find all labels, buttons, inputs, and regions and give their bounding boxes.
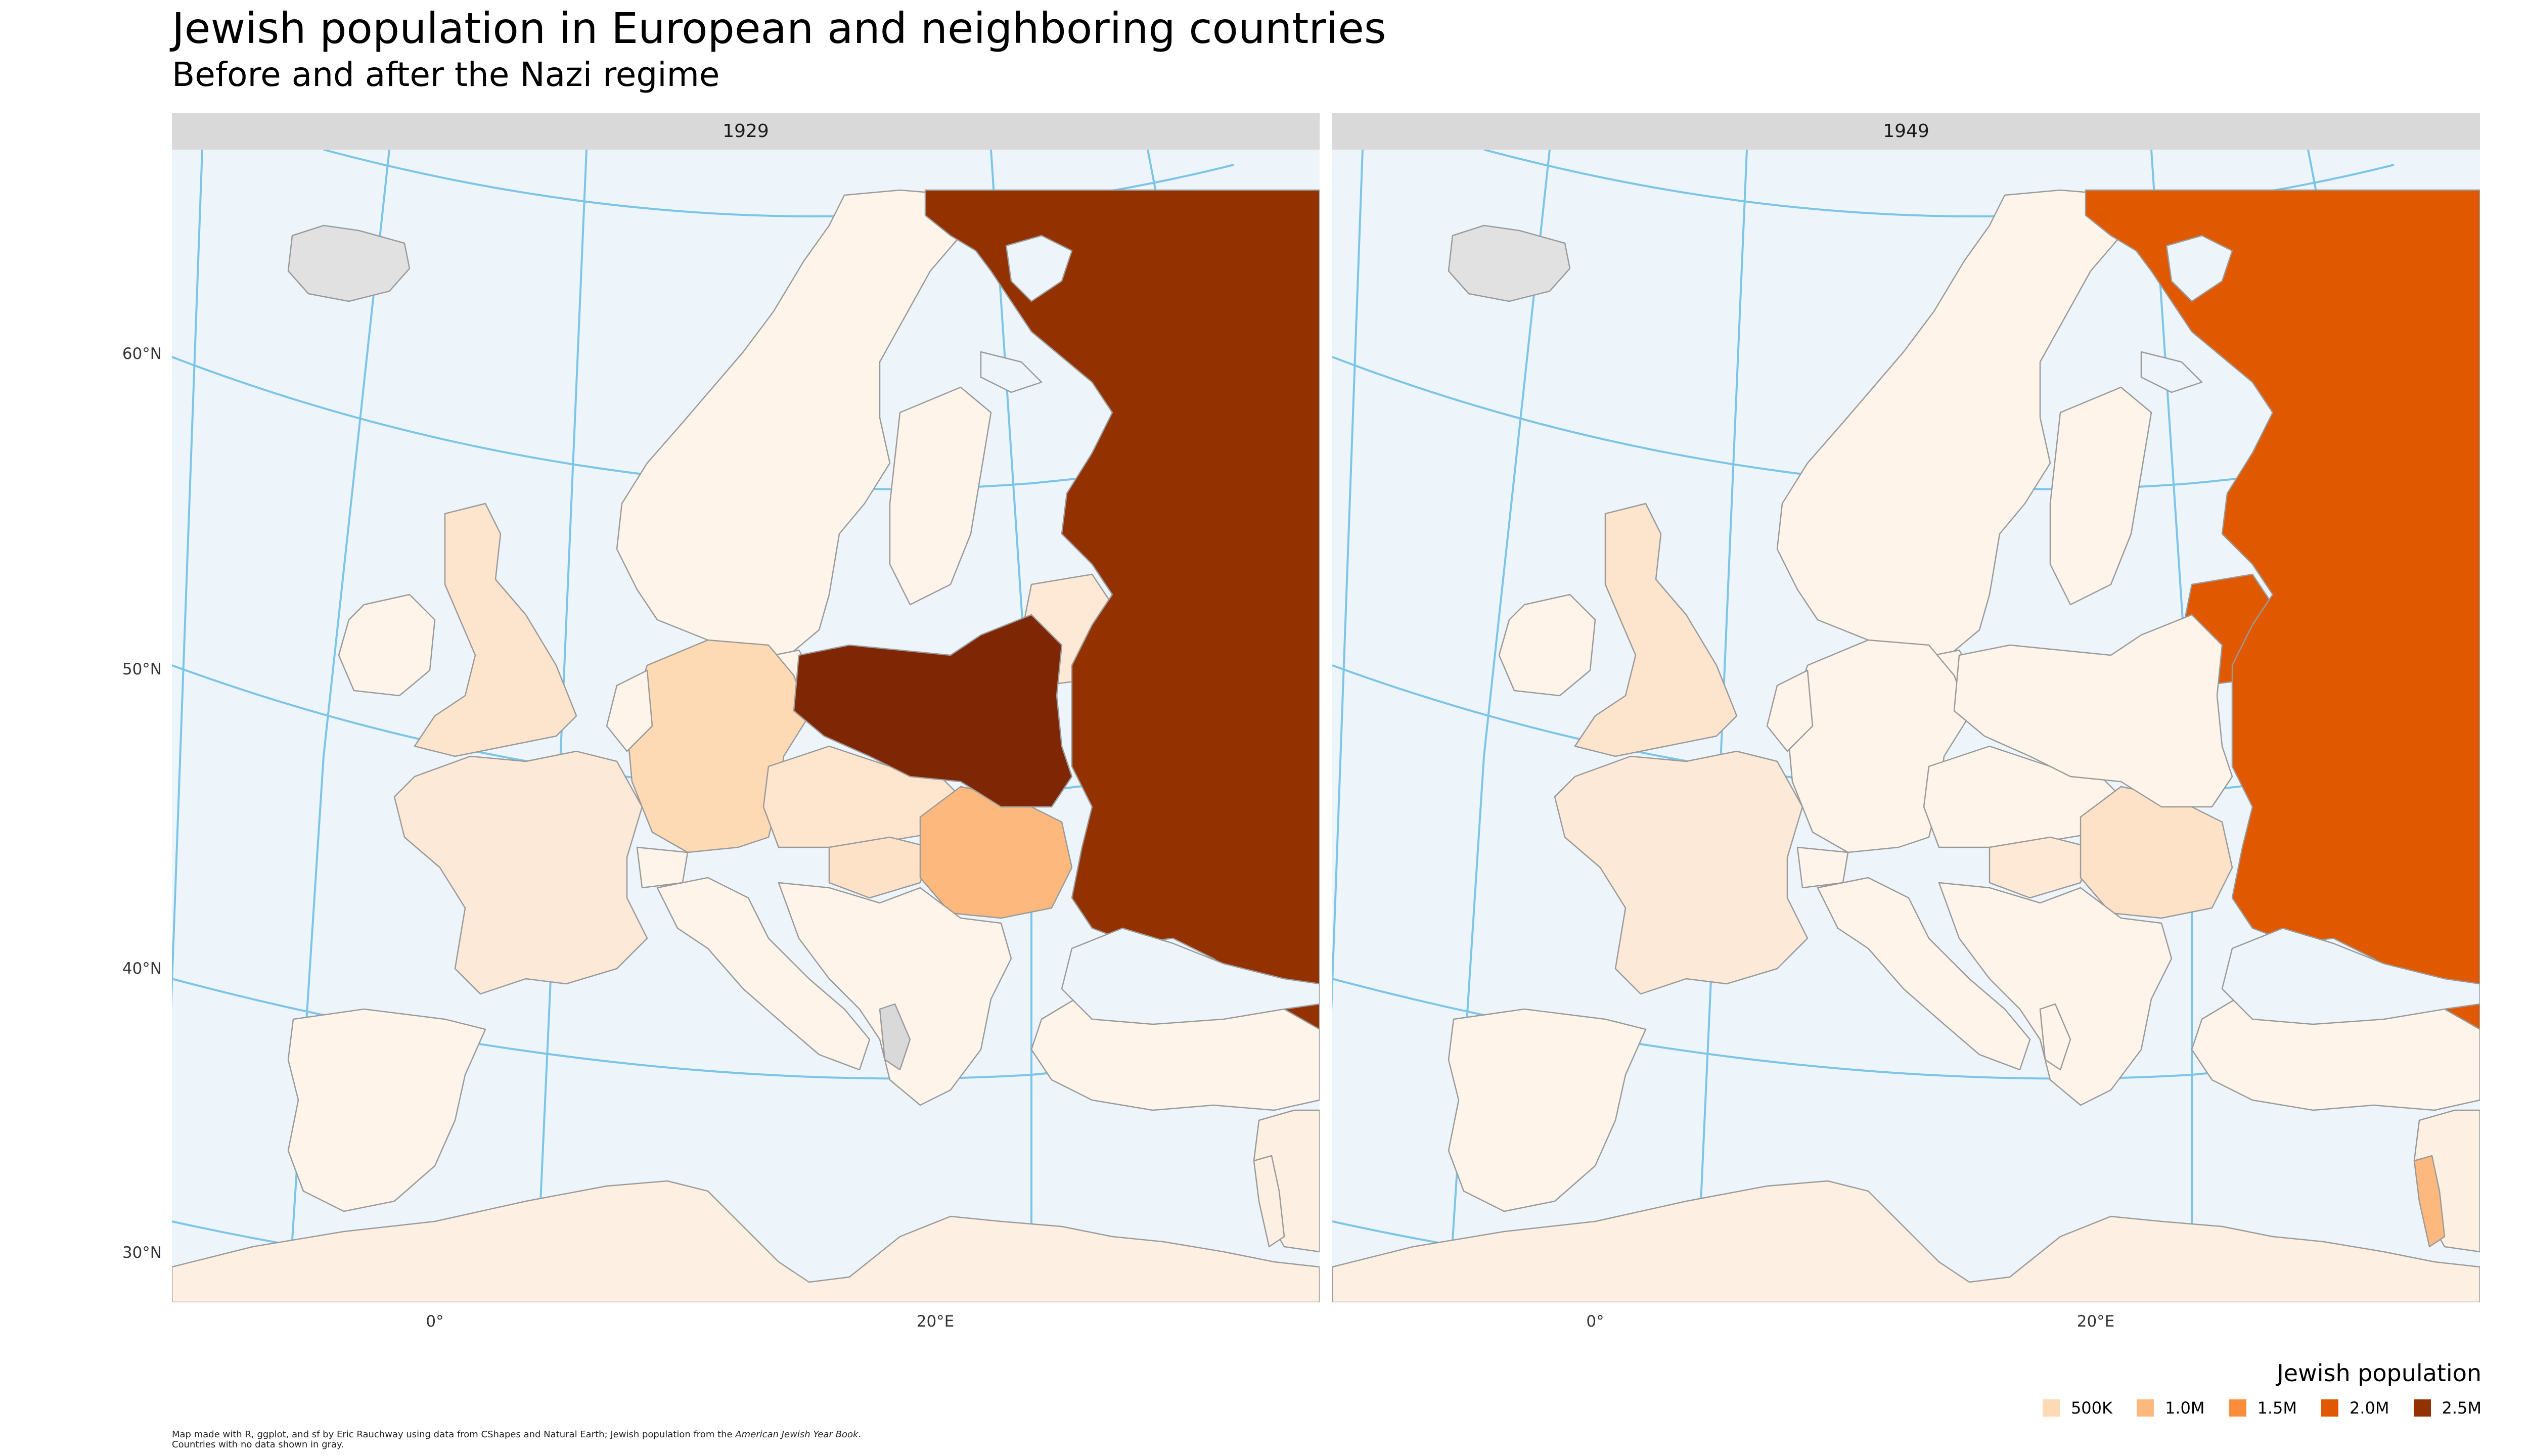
lat-label-50: 50°N xyxy=(122,660,162,678)
chart-title: Jewish population in European and neighb… xyxy=(172,4,1386,53)
caption-line-2: Countries with no data shown in gray. xyxy=(172,1439,344,1450)
country-france xyxy=(393,750,648,995)
legend-swatch xyxy=(2321,1399,2338,1417)
legend-item: 2.5M xyxy=(2413,1398,2482,1418)
legend-label: 1.0M xyxy=(2165,1398,2205,1418)
country-great-britain xyxy=(1574,503,1738,757)
legend-label: 500K xyxy=(2070,1398,2112,1418)
legend-title: Jewish population xyxy=(2277,1359,2481,1387)
legend: 500K 1.0M 1.5M 2.0M 2.5M xyxy=(2028,1398,2481,1418)
country-poland xyxy=(1953,614,2233,808)
lat-label-60: 60°N xyxy=(122,345,162,363)
legend-item: 1.0M xyxy=(2137,1398,2205,1418)
graticule-line xyxy=(1332,150,1364,1012)
country-italy-balkans xyxy=(1817,877,2173,1106)
lon-label-20e-panel2: 20°E xyxy=(2076,1312,2115,1331)
lon-label-0-panel1: 0° xyxy=(426,1312,444,1331)
legend-swatch xyxy=(2137,1399,2154,1417)
legend-item: 1.5M xyxy=(2229,1398,2297,1418)
country-soviet-union xyxy=(924,189,1320,1030)
country-black-sea xyxy=(1061,927,1320,1025)
country-ireland xyxy=(1498,594,1596,697)
legend-swatch xyxy=(2229,1399,2246,1417)
country-soviet-union xyxy=(2085,189,2480,1030)
country-italy-balkans xyxy=(656,877,1012,1106)
country-hungary xyxy=(1989,836,2092,899)
legend-item: 2.0M xyxy=(2321,1398,2389,1418)
country-iceland xyxy=(287,224,411,302)
lat-label-40: 40°N xyxy=(122,960,162,978)
country-iberia xyxy=(287,1008,486,1212)
country-albania xyxy=(2039,1003,2071,1071)
legend-label: 2.0M xyxy=(2350,1398,2389,1418)
map-panel-1949: 1949 xyxy=(1332,113,2480,1302)
lon-label-20e-panel1: 20°E xyxy=(916,1312,955,1331)
lat-label-30: 30°N xyxy=(122,1244,162,1262)
panel-strip-1949: 1949 xyxy=(1332,113,2480,150)
country-palestine-israel xyxy=(1253,1155,1285,1248)
caption: Map made with R, ggplot, and sf by Eric … xyxy=(172,1430,861,1450)
country-white-sea xyxy=(2140,235,2233,393)
legend-swatch xyxy=(2042,1399,2060,1417)
map-panel-1929: 1929 xyxy=(172,113,1320,1302)
country-france xyxy=(1554,750,1809,995)
panel-strip-1929: 1929 xyxy=(172,113,1320,150)
country-norway-sweden-finland xyxy=(616,189,1002,656)
legend-swatch xyxy=(2413,1399,2431,1417)
legend-item: 500K xyxy=(2042,1398,2112,1418)
country-palestine-israel xyxy=(2413,1155,2446,1248)
map-1929 xyxy=(172,150,1320,1302)
country-iceland xyxy=(1448,224,1571,302)
country-poland xyxy=(793,614,1073,808)
legend-label: 2.5M xyxy=(2442,1398,2482,1418)
country-albania xyxy=(879,1003,911,1071)
chart-subtitle: Before and after the Nazi regime xyxy=(172,55,720,94)
country-ireland xyxy=(338,594,436,697)
country-north-africa xyxy=(172,1180,1320,1302)
country-north-africa xyxy=(1332,1180,2480,1302)
map-1949 xyxy=(1332,150,2480,1302)
caption-line-1: Map made with R, ggplot, and sf by Eric … xyxy=(172,1429,862,1440)
graticule-line xyxy=(172,150,203,1012)
country-white-sea xyxy=(980,235,1073,393)
country-hungary xyxy=(828,836,931,899)
lon-label-0-panel2: 0° xyxy=(1586,1312,1604,1331)
country-iberia xyxy=(1448,1008,1647,1212)
legend-label: 1.5M xyxy=(2257,1398,2297,1418)
country-great-britain xyxy=(414,503,577,757)
country-black-sea xyxy=(2221,927,2480,1025)
